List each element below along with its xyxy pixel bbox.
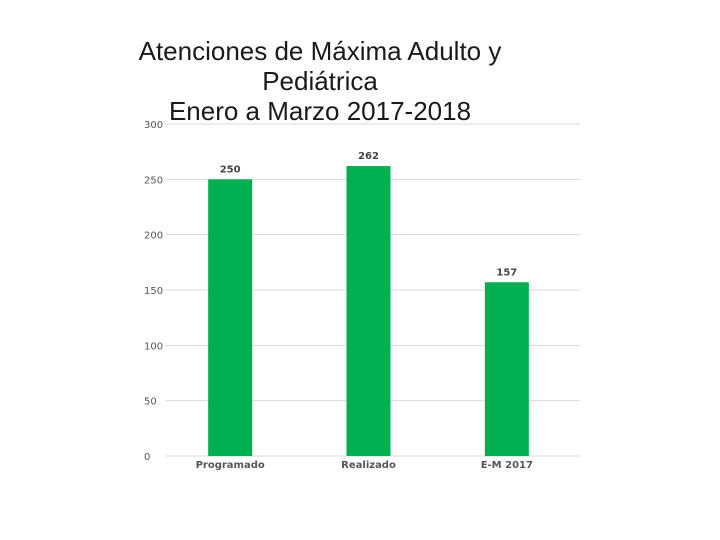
y-axis-ticks: 0 50 100 150 200 250 300 xyxy=(144,120,163,463)
chart-title-line-1: Atenciones de Máxima Adulto y xyxy=(138,36,502,66)
x-axis-ticks: Programado Realizado E-M 2017 xyxy=(196,460,533,471)
y-tick-label: 150 xyxy=(144,286,163,297)
chart-title: Atenciones de Máxima Adulto y Pediátrica… xyxy=(95,36,545,126)
data-label: 157 xyxy=(496,267,517,278)
data-label: 262 xyxy=(358,151,379,162)
x-tick-label: E-M 2017 xyxy=(481,460,533,471)
bar xyxy=(346,166,391,456)
y-tick-label: 300 xyxy=(144,120,163,131)
x-tick-label: Programado xyxy=(196,460,265,471)
chart-title-line-2: Pediátrica xyxy=(262,66,378,96)
bars xyxy=(208,166,529,457)
bar xyxy=(484,282,529,456)
y-tick-label: 100 xyxy=(144,341,163,352)
data-labels: 250 262 157 xyxy=(220,151,518,278)
x-tick-label: Realizado xyxy=(341,460,396,471)
bar xyxy=(208,179,253,457)
y-tick-label: 0 xyxy=(144,452,150,463)
y-tick-label: 250 xyxy=(144,175,163,186)
chart-title-line-3: Enero a Marzo 2017-2018 xyxy=(168,96,472,126)
y-tick-label: 50 xyxy=(144,397,157,408)
y-tick-label: 200 xyxy=(144,231,163,242)
data-label: 250 xyxy=(220,164,241,175)
